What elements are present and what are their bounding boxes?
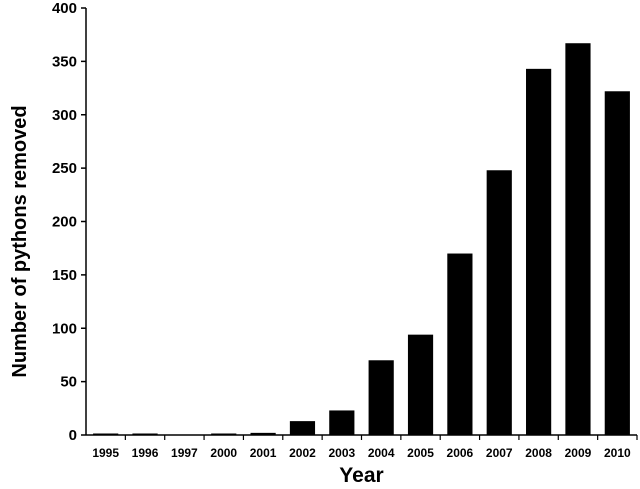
x-axis-ticks: 1995 1996 1997 2000 2001 2002 2003 2004 2005 2006… [92,435,638,460]
x-tick-label: 2010 [604,446,631,460]
x-tick-label: 2003 [328,446,355,460]
y-tick-label: 200 [52,214,77,231]
y-tick-label: 50 [60,374,77,391]
x-tick-label: 1997 [171,446,198,460]
y-tick-label: 250 [52,160,77,177]
x-tick-label: 2008 [525,446,552,460]
y-tick-label: 150 [52,267,77,284]
x-tick-label: 2000 [210,446,237,460]
x-tick-label: 2007 [486,446,513,460]
x-tick-label: 1996 [132,446,159,460]
x-tick-label: 2004 [368,446,395,460]
bar [250,432,276,435]
bar [447,253,473,435]
y-tick-label: 100 [52,320,77,337]
bar [565,43,591,435]
y-tick-label: 400 [52,0,77,17]
bar [368,360,394,435]
x-tick-label: 1995 [92,446,119,460]
x-tick-label: 2002 [289,446,316,460]
bar [289,421,316,435]
x-tick-label: 2001 [250,446,277,460]
bar [526,68,552,435]
x-tick-label: 2006 [447,446,474,460]
y-tick-label: 300 [52,107,77,124]
y-tick-label: 0 [69,427,77,444]
x-axis-title: Year [339,464,383,487]
bars [93,43,630,435]
bar [604,91,630,435]
y-axis-ticks: 0 50 100 150 200 250 300 350 400 [52,0,86,444]
x-tick-label: 2009 [565,446,592,460]
y-axis-title: Number of pythons removed [9,105,31,377]
x-tick-label: 2005 [407,446,434,460]
bar [329,410,355,435]
bar [407,334,434,435]
y-tick-label: 350 [52,53,77,70]
bar [486,170,512,435]
